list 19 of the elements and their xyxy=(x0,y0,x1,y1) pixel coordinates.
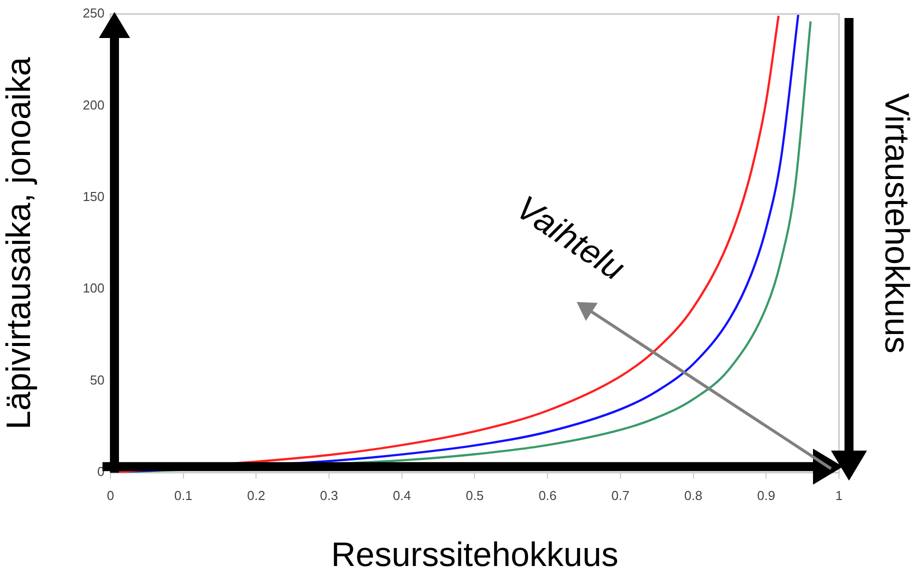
y-tick-label: 100 xyxy=(82,280,104,296)
y-tick-label: 150 xyxy=(82,189,104,204)
x-tick-label: 0.1 xyxy=(174,488,192,503)
y-tick-label: 250 xyxy=(82,6,104,21)
y-axis-title: Läpivirtausaika, jonoaika xyxy=(0,57,38,430)
x-tick-label: 0.6 xyxy=(538,488,557,503)
x-tick-label: 0.2 xyxy=(247,488,266,503)
x-tick-label: 0.9 xyxy=(757,488,776,503)
x-tick-label: 0.3 xyxy=(320,488,338,503)
x-tick-label: 1 xyxy=(835,488,843,503)
text: Virtaustehokkuus xyxy=(878,93,911,354)
x-tick-label: 0.8 xyxy=(684,488,702,503)
y-tick-label: 50 xyxy=(90,372,104,388)
x-tick-label: 0.5 xyxy=(466,488,484,503)
x-tick-label: 0.4 xyxy=(392,488,411,503)
x-tick-label: 0.7 xyxy=(611,488,630,503)
y-tick-label: 200 xyxy=(82,97,104,112)
x-axis-title: Resurssitehokkuus xyxy=(331,536,618,574)
x-tick-label: 0 xyxy=(106,488,114,503)
